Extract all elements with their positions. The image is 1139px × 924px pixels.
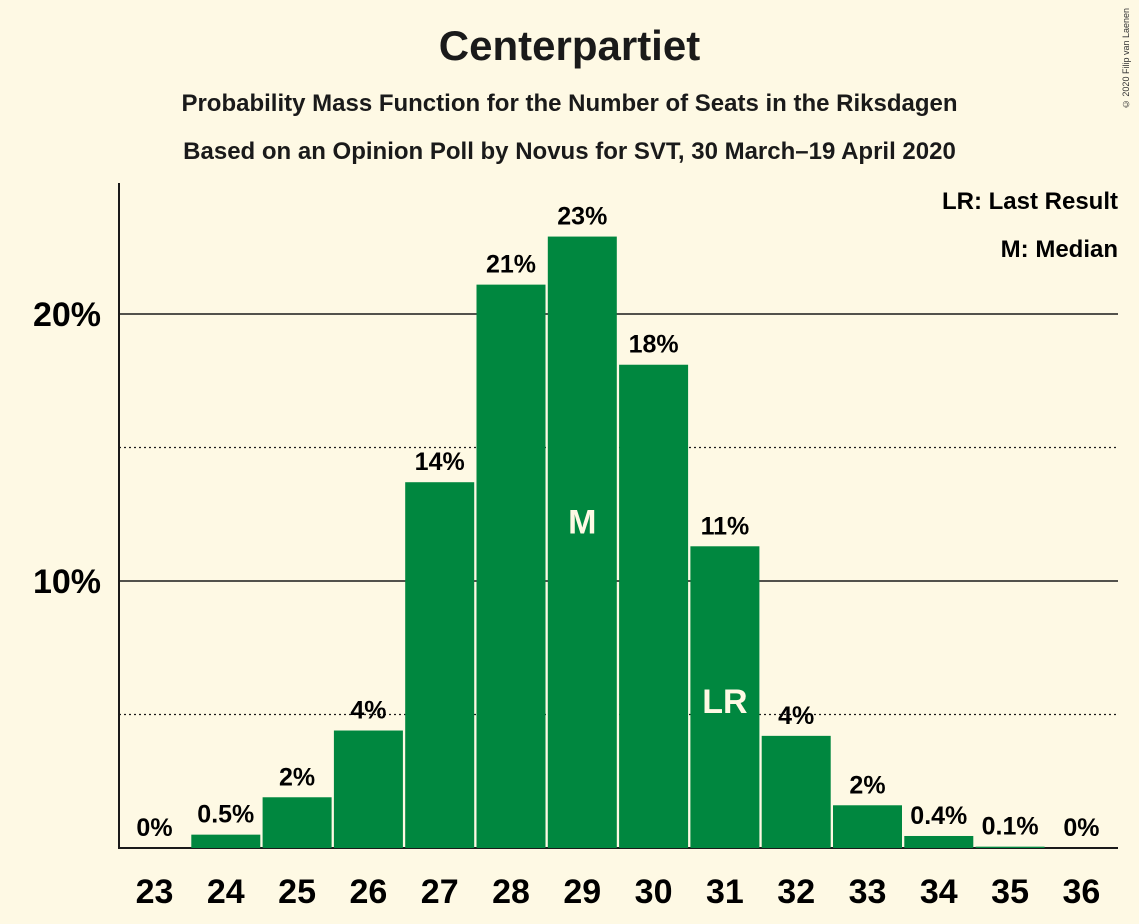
bar-26	[333, 730, 403, 848]
data-label: 18%	[629, 331, 679, 359]
data-label: 0%	[1063, 814, 1099, 842]
bar-27	[405, 482, 475, 848]
bar-29	[547, 236, 617, 848]
bar-28	[476, 284, 546, 848]
data-label: 0.1%	[982, 813, 1039, 841]
data-label: 0.4%	[910, 802, 967, 830]
data-label: 0%	[136, 814, 172, 842]
data-label: 23%	[557, 203, 607, 231]
data-label: 11%	[701, 512, 750, 540]
label-layer: 10% 20% 0% 23 0.5% 24 2% 25 4% 26 14% 27 21% 28 23% 29 M…	[33, 203, 1100, 911]
x-tick-label: 28	[492, 873, 530, 911]
data-label: 4%	[350, 697, 386, 725]
x-tick-label: 30	[635, 873, 673, 911]
data-label: 2%	[849, 771, 885, 799]
legend-median: M: Median	[1001, 236, 1118, 263]
x-tick-label: 24	[207, 873, 245, 911]
x-tick-label: 25	[278, 873, 316, 911]
bar-32	[761, 735, 831, 848]
legend-last-result: LR: Last Result	[942, 188, 1118, 215]
grid-layer	[118, 183, 1118, 849]
bar-layer	[191, 236, 1045, 848]
last-result-marker: LR	[702, 683, 747, 721]
data-label: 0.5%	[197, 801, 254, 829]
y-tick-label: 20%	[33, 296, 101, 334]
data-label: 14%	[415, 448, 465, 476]
data-label: 21%	[486, 251, 536, 279]
x-tick-label: 32	[777, 873, 815, 911]
x-tick-label: 33	[849, 873, 887, 911]
chart-source-subtitle: Based on an Opinion Poll by Novus for SV…	[183, 138, 956, 165]
bar-24	[191, 834, 261, 848]
x-tick-label: 35	[991, 873, 1029, 911]
y-tick-label: 10%	[33, 563, 101, 601]
x-tick-label: 36	[1062, 873, 1100, 911]
data-label: 2%	[279, 763, 315, 791]
x-tick-label: 26	[349, 873, 387, 911]
chart-title: Centerpartiet	[438, 22, 701, 69]
bar-30	[619, 364, 689, 848]
x-tick-label: 29	[563, 873, 601, 911]
x-tick-label: 34	[920, 873, 958, 911]
median-marker: M	[568, 503, 596, 541]
chart-subtitle: Probability Mass Function for the Number…	[181, 90, 958, 117]
x-tick-label: 27	[421, 873, 459, 911]
bar-35	[975, 846, 1045, 848]
bar-34	[904, 835, 974, 848]
bar-25	[262, 797, 332, 848]
bar-31	[690, 546, 760, 848]
data-label: 4%	[778, 702, 814, 730]
x-tick-label: 23	[136, 873, 174, 911]
bar-33	[833, 805, 902, 848]
x-tick-label: 31	[706, 873, 744, 911]
